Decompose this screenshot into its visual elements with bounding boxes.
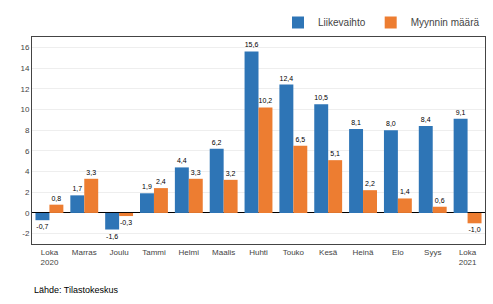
svg-text:-1,6: -1,6: [106, 233, 118, 240]
svg-text:Loka2020: Loka2020: [41, 248, 59, 267]
svg-text:Liikevaihto: Liikevaihto: [318, 17, 366, 28]
svg-text:3,3: 3,3: [191, 169, 201, 176]
svg-text:2,2: 2,2: [365, 180, 375, 187]
svg-text:12: 12: [20, 85, 29, 94]
svg-text:-0,3: -0,3: [120, 219, 132, 226]
svg-text:6,5: 6,5: [295, 136, 305, 143]
svg-text:0,6: 0,6: [435, 197, 445, 204]
svg-text:Helmi: Helmi: [179, 248, 200, 257]
svg-text:4: 4: [25, 167, 30, 176]
svg-text:Maalis: Maalis: [212, 248, 235, 257]
svg-text:Tammi: Tammi: [142, 248, 166, 257]
svg-text:Huhti: Huhti: [249, 248, 268, 257]
svg-text:10,2: 10,2: [259, 97, 273, 104]
svg-text:15,6: 15,6: [245, 41, 259, 48]
svg-text:1,9: 1,9: [142, 183, 152, 190]
svg-text:-2: -2: [22, 229, 30, 238]
svg-text:12,4: 12,4: [280, 75, 294, 82]
svg-text:Syys: Syys: [424, 248, 441, 257]
svg-text:-1,0: -1,0: [468, 226, 480, 233]
svg-text:Touko: Touko: [283, 248, 305, 257]
svg-text:Heinä: Heinä: [353, 248, 374, 257]
svg-text:1,4: 1,4: [400, 188, 410, 195]
svg-text:Joulu: Joulu: [110, 248, 129, 257]
svg-text:16: 16: [20, 43, 29, 52]
svg-text:10,5: 10,5: [314, 94, 328, 101]
svg-text:8,4: 8,4: [421, 116, 431, 123]
svg-text:3,3: 3,3: [86, 169, 96, 176]
svg-text:0,8: 0,8: [51, 195, 61, 202]
svg-text:2,4: 2,4: [156, 178, 166, 185]
svg-text:Elo: Elo: [392, 248, 404, 257]
svg-text:0: 0: [25, 209, 30, 218]
svg-text:14: 14: [20, 64, 29, 73]
svg-text:2: 2: [25, 188, 30, 197]
svg-text:Lähde: Tilastokeskus: Lähde: Tilastokeskus: [34, 285, 119, 295]
svg-text:10: 10: [20, 105, 29, 114]
svg-text:-0,7: -0,7: [36, 223, 48, 230]
svg-text:6: 6: [25, 147, 30, 156]
svg-text:Loka2021: Loka2021: [459, 248, 477, 267]
svg-text:1,7: 1,7: [72, 185, 82, 192]
svg-text:9,1: 9,1: [456, 109, 466, 116]
svg-text:5,1: 5,1: [330, 150, 340, 157]
svg-text:8,1: 8,1: [351, 119, 361, 126]
svg-text:Myynnin määrä: Myynnin määrä: [411, 17, 480, 28]
svg-text:6,2: 6,2: [212, 139, 222, 146]
svg-text:3,2: 3,2: [226, 170, 236, 177]
svg-text:Kesä: Kesä: [319, 248, 338, 257]
svg-text:8,0: 8,0: [386, 120, 396, 127]
svg-text:8: 8: [25, 126, 30, 135]
svg-text:Marras: Marras: [72, 248, 97, 257]
svg-text:4,4: 4,4: [177, 157, 187, 164]
